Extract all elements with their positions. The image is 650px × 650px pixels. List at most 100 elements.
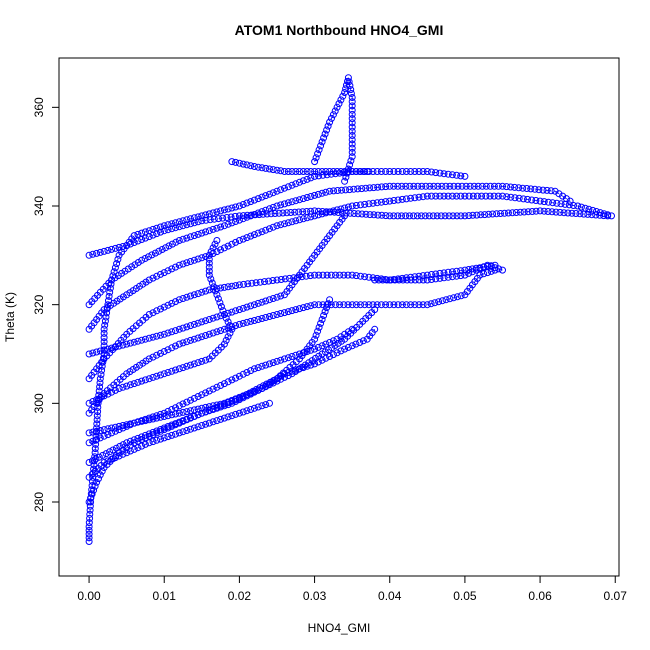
data-point (235, 306, 243, 314)
data-point (262, 164, 270, 172)
data-point (307, 346, 315, 354)
data-point (100, 329, 108, 337)
data-point (348, 136, 356, 144)
data-point (149, 274, 157, 282)
data-point (247, 162, 255, 170)
series-line (88, 171, 465, 542)
data-point (348, 144, 356, 152)
data-point (254, 364, 262, 372)
data-point (365, 273, 373, 281)
data-point (205, 403, 213, 411)
data-point (232, 203, 240, 211)
data-point (145, 233, 153, 241)
data-point (187, 215, 194, 223)
data-point (429, 212, 437, 220)
data-point (347, 86, 355, 94)
data-point (436, 169, 444, 177)
data-point (354, 185, 362, 193)
data-point (244, 280, 252, 288)
data-point (198, 288, 206, 296)
data-point (418, 182, 426, 190)
data-point (228, 376, 236, 384)
data-point (172, 263, 179, 271)
data-point (292, 351, 300, 359)
data-point (461, 192, 469, 200)
data-point (390, 212, 398, 220)
data-point (194, 290, 202, 298)
data-point (273, 187, 281, 195)
data-point (168, 328, 176, 336)
data-point (333, 103, 341, 111)
data-point (250, 388, 258, 395)
data-point (151, 249, 159, 257)
data-point (93, 348, 101, 356)
data-point (153, 307, 161, 315)
data-point (311, 168, 319, 175)
data-point (413, 212, 421, 220)
data-point (168, 367, 176, 375)
data-point (175, 365, 183, 373)
data-point (348, 140, 356, 148)
data-point (149, 438, 157, 446)
data-point (346, 209, 354, 217)
data-point (444, 192, 452, 200)
data-point (183, 338, 191, 346)
data-point (491, 266, 499, 274)
data-point (398, 301, 406, 309)
data-point (438, 182, 446, 190)
data-point (93, 436, 101, 443)
data-point (85, 459, 93, 466)
data-point (251, 211, 259, 219)
data-point (89, 349, 97, 357)
data-point (224, 220, 232, 228)
data-point (138, 417, 146, 425)
data-point (314, 190, 322, 198)
data-point (444, 273, 452, 281)
data-point (544, 198, 552, 206)
data-point (394, 275, 402, 283)
data-point (138, 336, 146, 344)
data-point (314, 211, 322, 219)
data-point (442, 182, 450, 190)
data-point (153, 224, 161, 232)
data-point (100, 432, 108, 440)
data-point (470, 182, 478, 190)
data-point (207, 275, 215, 283)
data-point (486, 192, 494, 200)
data-point (348, 102, 356, 110)
data-point (97, 371, 105, 379)
data-point (123, 340, 131, 348)
data-point (239, 212, 247, 220)
data-point (287, 209, 295, 216)
data-point (266, 165, 273, 173)
data-point (411, 194, 419, 202)
data-point (235, 281, 243, 289)
data-point (485, 210, 493, 218)
data-point (256, 278, 264, 286)
data-point (476, 265, 484, 272)
data-point (214, 295, 222, 303)
data-point (469, 192, 477, 200)
data-point (315, 271, 323, 279)
data-point (292, 180, 300, 188)
data-point (224, 378, 232, 386)
data-point (288, 307, 296, 315)
data-point (314, 150, 322, 158)
data-point (250, 404, 258, 412)
data-point (211, 240, 219, 248)
data-point (228, 158, 236, 166)
data-point (93, 427, 101, 435)
data-point (198, 391, 206, 399)
data-point (209, 225, 217, 233)
data-point (503, 183, 510, 191)
data-point (220, 222, 228, 230)
data-point (202, 420, 210, 428)
data-point (101, 317, 109, 325)
y-tick-label: 340 (32, 196, 46, 216)
data-point (168, 411, 176, 419)
data-point (217, 207, 225, 215)
data-point (326, 187, 334, 195)
data-point (96, 383, 104, 391)
data-point (540, 198, 548, 206)
data-point (157, 371, 164, 379)
